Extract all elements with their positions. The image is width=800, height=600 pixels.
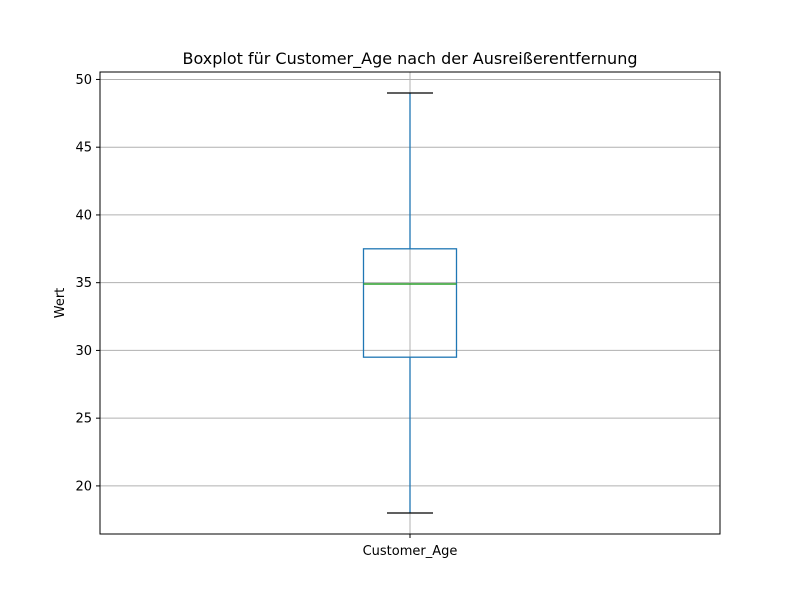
x-ticks: Customer_Age [363, 534, 458, 559]
y-ticks: 20 25 30 35 40 45 50 [75, 73, 100, 494]
y-tick-label: 30 [75, 344, 92, 359]
y-tick-label: 50 [75, 73, 92, 88]
y-tick-label: 20 [75, 479, 92, 494]
y-tick-label: 25 [75, 412, 92, 427]
x-tick-label: Customer_Age [363, 544, 458, 559]
y-tick-label: 35 [75, 276, 92, 291]
box-layer [362, 92, 458, 514]
iqr-box [362, 248, 458, 358]
y-tick-label: 45 [75, 141, 92, 156]
y-tick-label: 40 [75, 208, 92, 223]
y-axis-label: Wert [53, 288, 68, 319]
chart-title: Boxplot für Customer_Age nach der Ausrei… [182, 49, 637, 69]
